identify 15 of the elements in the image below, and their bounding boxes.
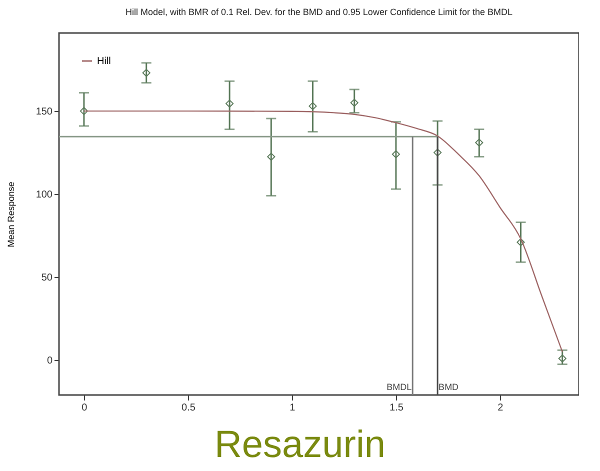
y-axis-title: Mean Response <box>6 182 16 248</box>
y-tick-label: 100 <box>36 190 53 201</box>
ref-line-label: BMD <box>438 382 460 392</box>
y-tick-label: 150 <box>36 106 53 118</box>
x-tick-label: 2 <box>498 402 504 414</box>
chart-title: Hill Model, with BMR of 0.1 Rel. Dev. for the BMD and 0.95 Lower Confidence Limit for the BMDL <box>126 7 512 17</box>
text: Resazurin <box>213 424 387 467</box>
x-tick-label: 1.5 <box>390 402 404 414</box>
legend-label: Hill <box>97 56 111 67</box>
ref-line-label: BMDL <box>386 382 412 392</box>
y-tick-label: 0 <box>46 356 53 367</box>
x-tick-label: 1 <box>290 402 296 414</box>
x-tick-label: 0 <box>82 402 88 414</box>
x-tick-label: 0.5 <box>182 402 196 414</box>
y-tick-label: 50 <box>41 272 53 284</box>
